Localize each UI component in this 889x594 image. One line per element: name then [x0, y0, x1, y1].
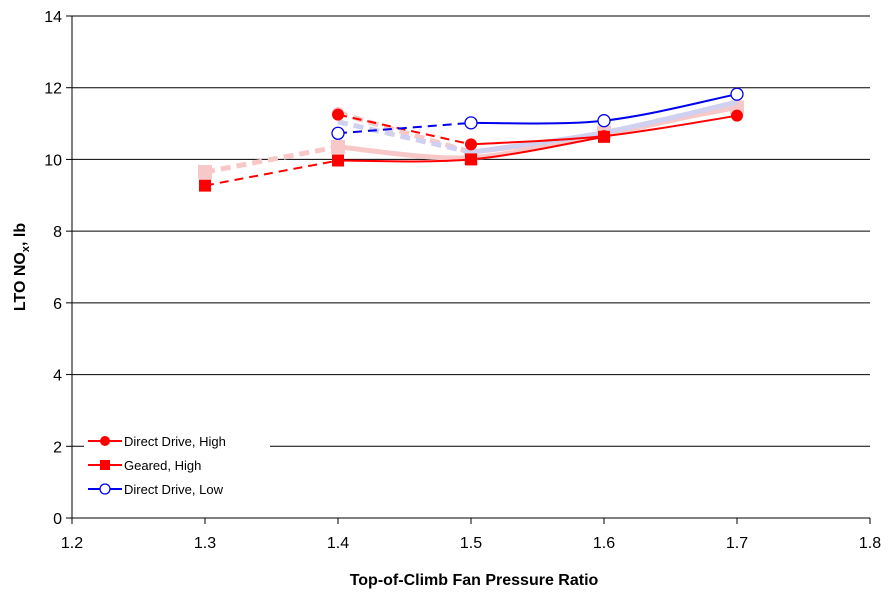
y-axis-title-tail: , lb — [12, 223, 29, 246]
series-1-dashed-segment — [204, 159, 339, 187]
series-2-point — [331, 126, 345, 140]
series-0-point — [332, 108, 344, 121]
faded-series-2-dashed-segment — [337, 119, 472, 155]
legend-item: Direct Drive, High — [88, 434, 226, 449]
x-tick-label: 1.8 — [859, 535, 881, 552]
y-tick-label: 0 — [53, 511, 62, 528]
series-1-point — [465, 153, 477, 166]
x-tick-label: 1.7 — [726, 535, 748, 552]
faded-series-1-point — [198, 164, 212, 179]
legend-item: Direct Drive, Low — [88, 482, 224, 497]
axes — [66, 15, 871, 524]
x-tick-label: 1.3 — [194, 535, 216, 552]
y-tick-label: 8 — [53, 224, 62, 241]
series-0-point — [731, 109, 743, 122]
x-axis-title: Top-of-Climb Fan Pressure Ratio — [350, 572, 599, 589]
series-0-point — [465, 138, 477, 151]
y-tick-label: 2 — [53, 439, 62, 456]
legend: Direct Drive, High Geared, High Direct D… — [84, 430, 270, 502]
legend-item: Geared, High — [88, 458, 201, 473]
x-tick-label: 1.2 — [61, 535, 83, 552]
series-2-dashed-segment — [337, 121, 472, 135]
y-tick-label: 14 — [44, 9, 62, 26]
series-2-point — [464, 116, 478, 130]
legend-label-geared-high: Geared, High — [124, 458, 201, 473]
legend-marker-direct-drive-high — [100, 436, 110, 446]
y-axis-title-main: LTO NO — [12, 252, 29, 311]
series-2-point — [597, 114, 611, 128]
series-0-dashed-segment — [337, 113, 472, 146]
x-tick-label: 1.4 — [327, 535, 349, 552]
faded-series-1-point — [331, 139, 345, 154]
y-axis-title-sub: x — [20, 245, 32, 252]
y-tick-label: 12 — [44, 81, 62, 98]
legend-label-direct-drive-low: Direct Drive, Low — [124, 482, 224, 497]
series-1-point — [598, 130, 610, 143]
faded-series-1-dashed-segment — [204, 144, 339, 175]
legend-label-direct-drive-high: Direct Drive, High — [124, 434, 226, 449]
y-tick-label: 4 — [53, 368, 62, 385]
series-2-point — [730, 87, 744, 101]
gridlines — [72, 15, 870, 447]
y-tick-label: 10 — [44, 152, 62, 169]
x-tick-label: 1.6 — [593, 535, 615, 552]
series-1-point — [332, 154, 344, 167]
tick-labels: 0 2 4 6 8 10 12 14 1.2 1.3 1.4 1.5 1.6 1.7 1.8 — [44, 9, 881, 552]
series — [199, 87, 744, 192]
legend-marker-direct-drive-low — [99, 483, 111, 495]
legend-marker-geared-high — [100, 460, 110, 470]
x-tick-label: 1.5 — [460, 535, 482, 552]
y-axis-title: LTO NOx, lb — [12, 223, 32, 311]
series-1-point — [199, 179, 211, 192]
y-tick-label: 6 — [53, 296, 62, 313]
